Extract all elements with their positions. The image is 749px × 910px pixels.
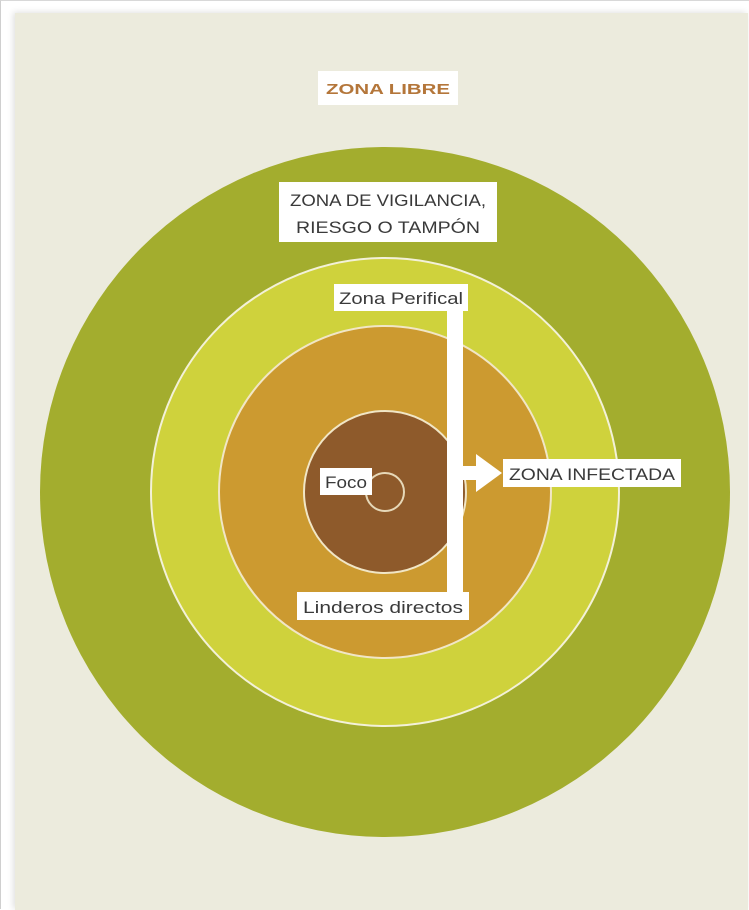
surveillance-zone-label-line2: RIESGO O TAMPÓN xyxy=(296,218,480,237)
direct-boundaries-label: Linderos directos xyxy=(303,598,463,617)
focus-label-box xyxy=(320,468,372,495)
peripheral-zone-label: Zona Perifical xyxy=(339,289,463,308)
direct-boundaries-label-box xyxy=(297,592,469,620)
free-zone-label: ZONA LIBRE xyxy=(326,81,450,98)
infected-zone-label-box xyxy=(503,459,681,487)
infected-zone-bracket xyxy=(447,308,463,600)
free-zone-label-box xyxy=(318,71,458,105)
infected-zone-arrow-shaft xyxy=(462,466,478,480)
peripheral-zone-label-box xyxy=(334,284,468,311)
focus-circle xyxy=(303,410,467,574)
focus-label: Foco xyxy=(325,473,367,492)
infected-zone-label: ZONA INFECTADA xyxy=(509,465,676,484)
infected-zone-arrow-head xyxy=(476,454,502,492)
surveillance-zone-label-box xyxy=(279,182,497,242)
surveillance-zone-label-line1: ZONA DE VIGILANCIA, xyxy=(290,191,486,210)
